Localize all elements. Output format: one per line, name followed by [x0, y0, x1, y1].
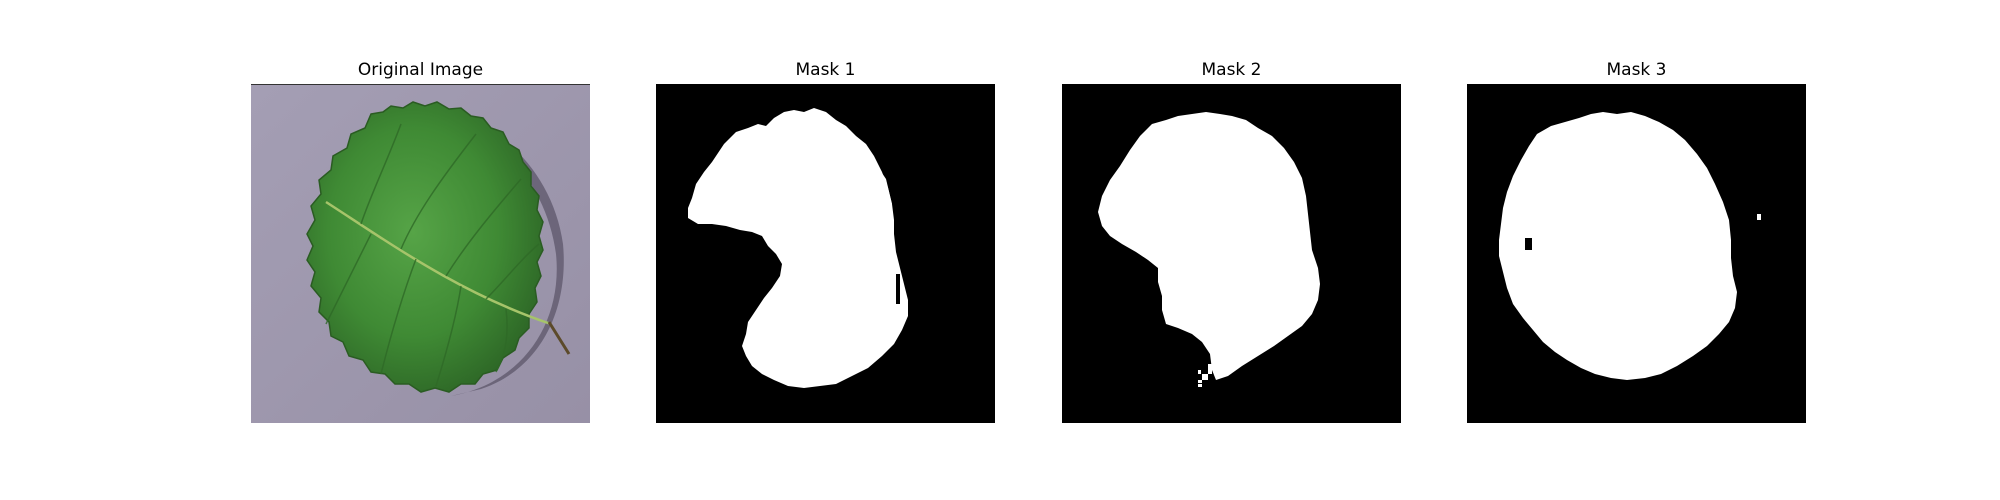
mask-3-image	[1467, 84, 1806, 423]
mask-2-image	[1062, 84, 1401, 423]
original-image-title: Original Image	[357, 60, 484, 80]
mask-3-title: Mask 3	[1606, 60, 1667, 80]
mask-2-title: Mask 2	[1201, 60, 1262, 80]
mask-1-image	[656, 84, 995, 423]
mask-3-panel	[1467, 84, 1806, 423]
original-image-panel	[251, 84, 590, 423]
mask-2-region	[1098, 112, 1320, 380]
mask-3-region	[1499, 112, 1737, 380]
mask-1-panel	[656, 84, 995, 423]
mask-1-title: Mask 1	[795, 60, 856, 80]
mask-1-region	[688, 108, 908, 388]
mask-2-panel	[1062, 84, 1401, 423]
leaf-photo	[251, 84, 590, 423]
